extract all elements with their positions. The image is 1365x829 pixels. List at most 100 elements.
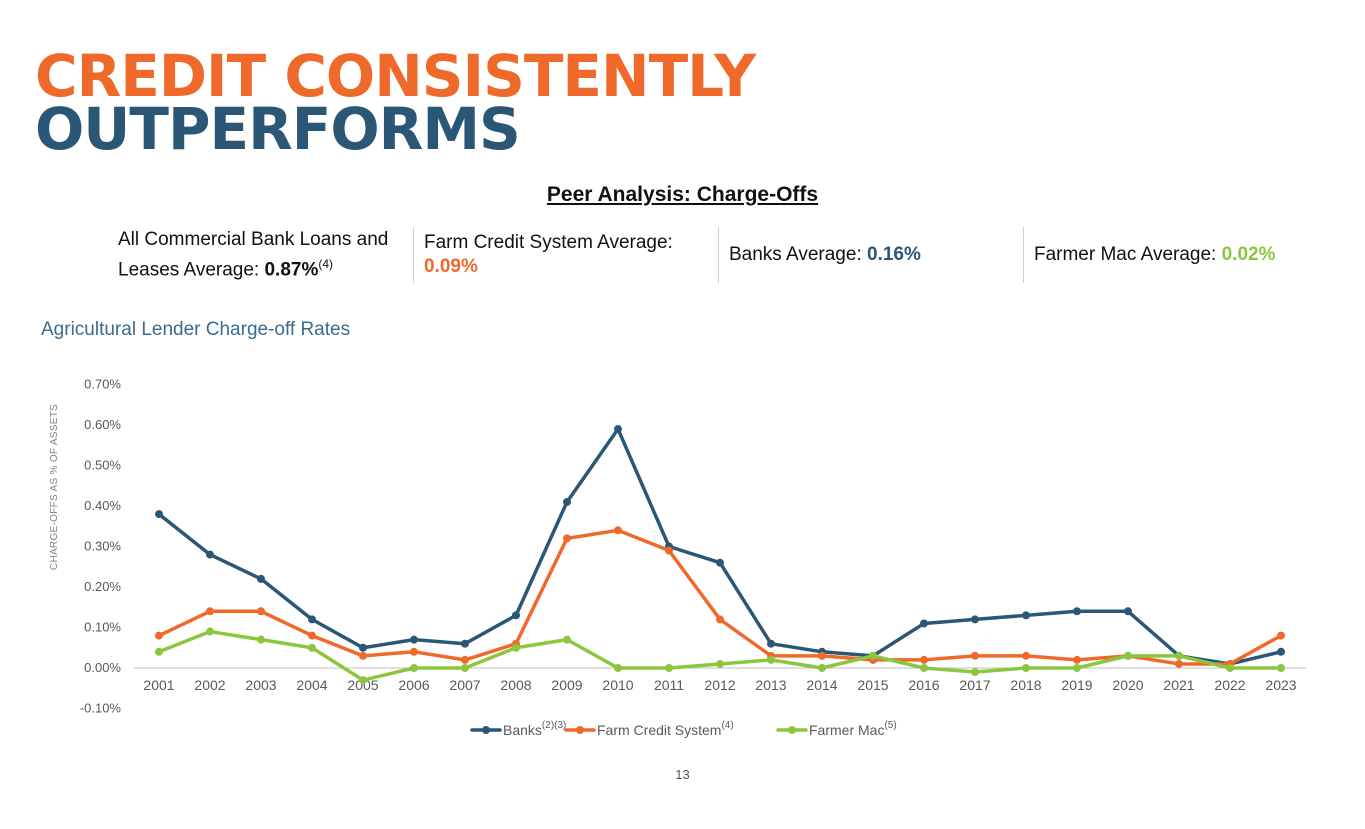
y-axis-label: CHARGE-OFFS AS % OF ASSETS: [49, 404, 60, 570]
data-point: [563, 635, 571, 644]
data-point: [767, 639, 775, 648]
data-point: [512, 643, 520, 652]
data-point: [869, 651, 877, 660]
data-point: [1022, 611, 1030, 620]
x-tick-label: 2018: [1010, 677, 1041, 693]
legend-swatch-marker: [482, 726, 490, 734]
data-point: [767, 655, 775, 664]
x-tick-label: 2005: [347, 677, 378, 693]
x-tick-label: 2001: [143, 677, 174, 693]
data-point: [614, 526, 622, 535]
data-point: [920, 655, 928, 664]
y-tick-label: 0.50%: [84, 458, 121, 473]
data-point: [206, 607, 214, 616]
data-point: [1073, 655, 1081, 664]
data-point: [410, 635, 418, 644]
data-point: [1277, 631, 1285, 640]
data-point: [665, 546, 673, 555]
data-point: [1022, 664, 1030, 672]
x-tick-label: 2004: [296, 677, 327, 693]
data-point: [308, 643, 316, 652]
legend-series-name: Farmer Mac: [809, 722, 884, 738]
legend-swatch-marker: [788, 726, 796, 734]
x-tick-label: 2015: [857, 677, 888, 693]
y-tick-label: 0.10%: [84, 620, 121, 635]
data-point: [920, 619, 928, 628]
data-point: [308, 615, 316, 624]
x-tick-label: 2010: [602, 677, 633, 693]
data-point: [461, 639, 469, 648]
data-point: [1175, 651, 1183, 660]
stats-row: All Commercial Bank Loans and Leases Ave…: [108, 227, 1328, 283]
y-tick-label: 0.70%: [84, 377, 121, 392]
stat-commercial-banks: All Commercial Bank Loans and Leases Ave…: [108, 227, 413, 283]
data-point: [1277, 647, 1285, 656]
page-number: 13: [675, 767, 690, 782]
data-point: [1175, 659, 1183, 668]
y-tick-label: -0.10%: [80, 701, 122, 716]
title-line-2: OUTPERFORMS: [35, 95, 521, 163]
stat-value: 0.87%: [264, 259, 319, 281]
y-tick-label: 0.40%: [84, 498, 121, 513]
data-point: [920, 664, 928, 672]
data-point: [410, 647, 418, 656]
legend-series-note: (4): [721, 720, 733, 731]
y-tick-label: 0.20%: [84, 579, 121, 594]
data-point: [1124, 607, 1132, 616]
x-tick-label: 2007: [449, 677, 480, 693]
x-tick-label: 2006: [398, 677, 429, 693]
x-tick-label: 2017: [959, 677, 990, 693]
data-point: [665, 664, 673, 672]
data-point: [1277, 664, 1285, 672]
x-tick-label: 2008: [500, 677, 531, 693]
legend-label: Farmer Mac(5): [809, 720, 897, 738]
legend-label: Banks(2)(3): [503, 720, 566, 738]
x-tick-label: 2021: [1163, 677, 1194, 693]
data-point: [1073, 664, 1081, 672]
data-point: [206, 627, 214, 636]
data-point: [155, 631, 163, 640]
stat-value: 0.09%: [423, 256, 478, 277]
x-tick-label: 2012: [704, 677, 735, 693]
stat-label: All Commercial Bank Loans and Leases Ave…: [118, 228, 389, 281]
data-point: [206, 550, 214, 559]
x-tick-label: 2011: [654, 677, 684, 693]
stat-farm-credit: Farm Credit System Average: 0.09%: [412, 227, 718, 283]
legend-series-name: Farm Credit System: [597, 722, 721, 738]
title-line-1: CREDIT CONSISTENTLY: [35, 42, 756, 110]
data-point: [359, 676, 367, 685]
data-point: [971, 615, 979, 624]
y-tick-label: 0.30%: [84, 539, 121, 554]
data-point: [563, 534, 571, 543]
data-point: [614, 664, 622, 672]
x-tick-label: 2003: [245, 677, 276, 693]
data-point: [155, 510, 163, 519]
data-point: [461, 655, 469, 664]
series-line-banks: [157, 427, 1283, 666]
series-line-farm-credit-system: [157, 528, 1283, 666]
section-subtitle: Peer Analysis: Charge-Offs: [546, 183, 819, 206]
data-point: [155, 647, 163, 656]
data-point: [971, 668, 979, 677]
data-point: [716, 615, 724, 624]
data-point: [308, 631, 316, 640]
data-point: [716, 558, 724, 567]
y-tick-label: 0.60%: [84, 417, 121, 432]
stat-banks: Banks Average: 0.16%: [717, 227, 1023, 283]
x-tick-label: 2013: [755, 677, 786, 693]
data-point: [461, 664, 469, 672]
stat-farmer-mac: Farmer Mac Average: 0.02%: [1022, 227, 1328, 283]
x-tick-label: 2014: [806, 677, 837, 693]
legend-series-note: (5): [884, 720, 896, 731]
data-point: [1124, 651, 1132, 660]
data-point: [257, 635, 265, 644]
data-point: [1022, 651, 1030, 660]
data-point: [359, 643, 367, 652]
x-tick-label: 2002: [194, 677, 225, 693]
data-point: [257, 574, 265, 583]
data-point: [818, 651, 826, 660]
legend-swatch-marker: [576, 726, 584, 734]
data-point: [512, 611, 520, 620]
data-point: [1073, 607, 1081, 616]
